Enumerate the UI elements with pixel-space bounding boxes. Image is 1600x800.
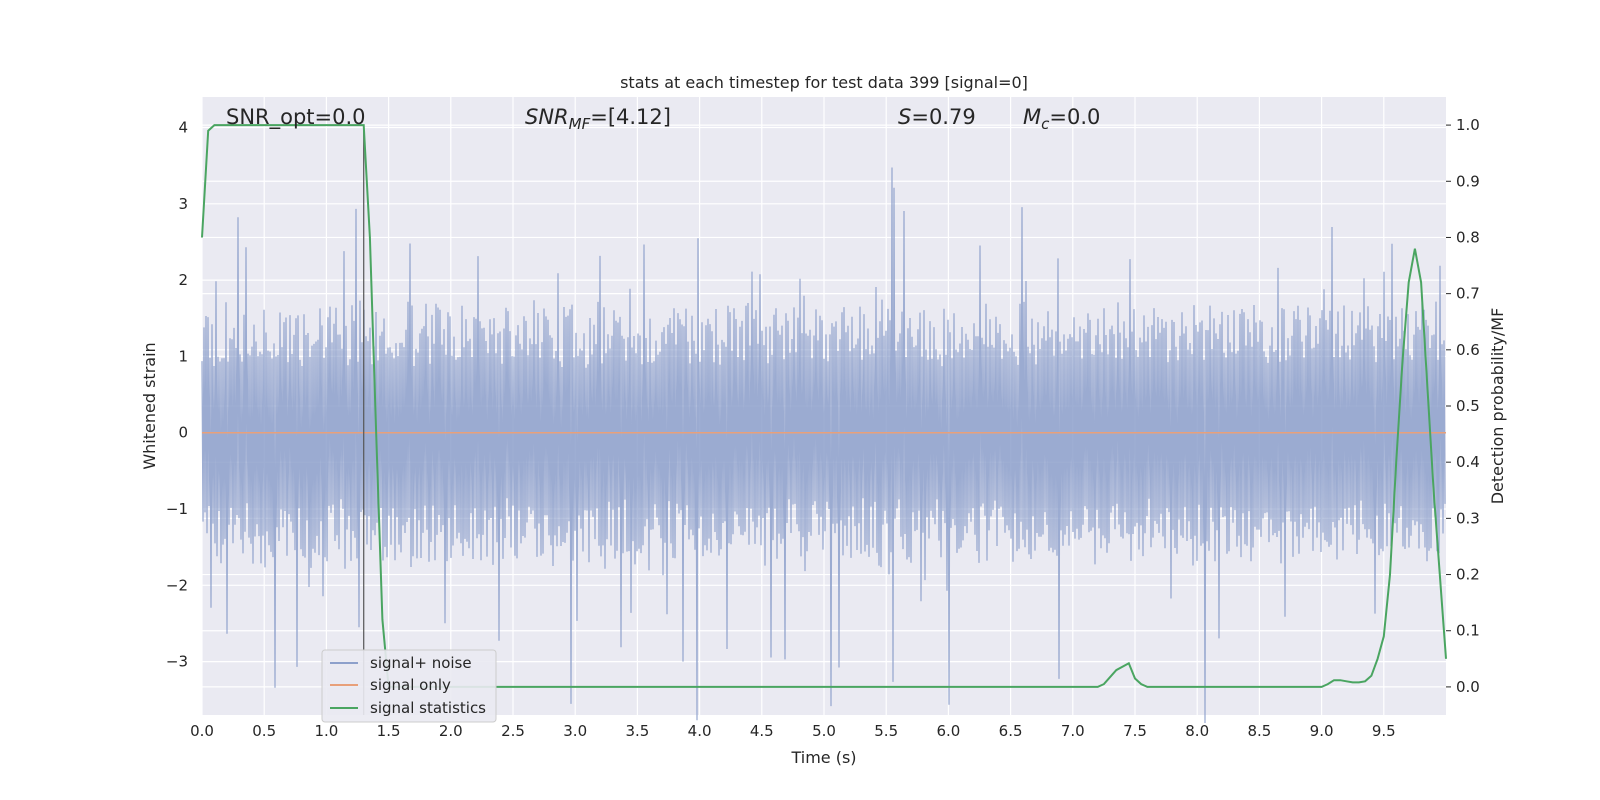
series-signal-plus-noise — [201, 167, 1446, 724]
x-tick-label: 0.0 — [190, 722, 214, 740]
x-tick-label: 7.5 — [1123, 722, 1147, 740]
y-axis-label: Whitened strain — [140, 342, 159, 469]
legend-box — [321, 649, 497, 723]
y2-tick-label: 0.5 — [1456, 397, 1480, 415]
y2-tick-label: 1.0 — [1456, 116, 1480, 134]
y2-tick-label: 0.1 — [1456, 622, 1480, 640]
x-tick-label: 2.0 — [439, 722, 463, 740]
x-tick-label: 0.5 — [252, 722, 276, 740]
x-tick-label: 8.0 — [1185, 722, 1209, 740]
x-axis-label: Time (s) — [790, 748, 856, 767]
y2-tick-label: 0.8 — [1456, 228, 1480, 246]
x-axis-ticks: 0.0 0.5 1.0 1.5 2.0 2.5 3.0 3.5 4.0 4.5 5.0 5.5 6.0 6… — [190, 722, 1396, 740]
legend-label-signal-plus-noise: signal+ noise — [370, 654, 472, 672]
annotation-s-value: =0.79 — [911, 105, 975, 129]
y2-tick-label: 0.9 — [1456, 172, 1480, 190]
x-tick-label: 4.5 — [750, 722, 774, 740]
annotation-snr-mf: SNRMF=[4.12] — [525, 105, 671, 133]
y-tick-label: 0 — [178, 424, 188, 442]
y-tick-label: 1 — [178, 347, 188, 365]
y2-tick-label: 0.4 — [1456, 453, 1480, 471]
y2-axis-ticks: 1.0 0.9 0.8 0.7 0.6 0.5 0.4 0.3 0.2 0.1 0.0 — [1446, 116, 1480, 696]
y-tick-label: −1 — [166, 500, 188, 518]
x-tick-label: 6.5 — [999, 722, 1023, 740]
x-tick-label: 7.0 — [1061, 722, 1085, 740]
annotation-mc-value: =0.0 — [1049, 105, 1100, 129]
legend-label-signal-statistics: signal statistics — [370, 699, 486, 717]
x-tick-label: 6.0 — [936, 722, 960, 740]
y-axis-ticks: 4 3 2 1 0 −1 −2 −3 — [166, 119, 188, 671]
x-tick-label: 9.0 — [1310, 722, 1334, 740]
x-tick-label: 1.0 — [314, 722, 338, 740]
chart-title: stats at each timestep for test data 399… — [620, 73, 1028, 92]
y-tick-label: 2 — [178, 271, 188, 289]
x-tick-label: 9.5 — [1372, 722, 1396, 740]
y-tick-label: −2 — [166, 576, 188, 594]
y2-tick-label: 0.0 — [1456, 678, 1480, 696]
x-tick-label: 4.0 — [688, 722, 712, 740]
annotation-snr-mf-main: SNR — [525, 105, 569, 129]
annotation-snr-mf-value: =[4.12] — [590, 105, 671, 129]
x-tick-label: 3.0 — [563, 722, 587, 740]
annotations: SNR_opt=0.0 SNRMF=[4.12] S=0.79 Mc=0.0 — [226, 105, 1100, 133]
y-tick-label: −3 — [166, 653, 188, 671]
x-tick-label: 1.5 — [377, 722, 401, 740]
legend: signal+ noise signal only signal statist… — [321, 649, 497, 723]
series-signal-statistics — [201, 124, 1447, 688]
signal-plus-noise-line — [201, 167, 1446, 724]
annotation-mc: Mc=0.0 — [1023, 105, 1100, 133]
y2-tick-label: 0.7 — [1456, 285, 1480, 303]
annotation-snr-mf-sub: MF — [569, 115, 591, 133]
x-tick-label: 3.5 — [625, 722, 649, 740]
annotation-mc-symbol: M — [1023, 105, 1041, 129]
y-tick-label: 4 — [178, 119, 188, 137]
annotation-s-symbol: S — [898, 105, 911, 129]
annotation-snr-opt: SNR_opt=0.0 — [226, 105, 366, 130]
x-tick-label: 5.5 — [874, 722, 898, 740]
y2-axis-label: Detection probability/MF — [1488, 308, 1507, 505]
y2-tick-label: 0.3 — [1456, 509, 1480, 527]
x-tick-label: 2.5 — [501, 722, 525, 740]
signal-statistics-line — [201, 124, 1447, 688]
y2-tick-label: 0.6 — [1456, 341, 1480, 359]
y-tick-label: 3 — [178, 195, 188, 213]
annotation-s: S=0.79 — [898, 105, 976, 129]
x-tick-label: 8.5 — [1247, 722, 1271, 740]
x-tick-label: 5.0 — [812, 722, 836, 740]
y2-tick-label: 0.2 — [1456, 566, 1480, 584]
legend-label-signal-only: signal only — [370, 676, 451, 694]
annotation-mc-sub: c — [1041, 115, 1050, 133]
